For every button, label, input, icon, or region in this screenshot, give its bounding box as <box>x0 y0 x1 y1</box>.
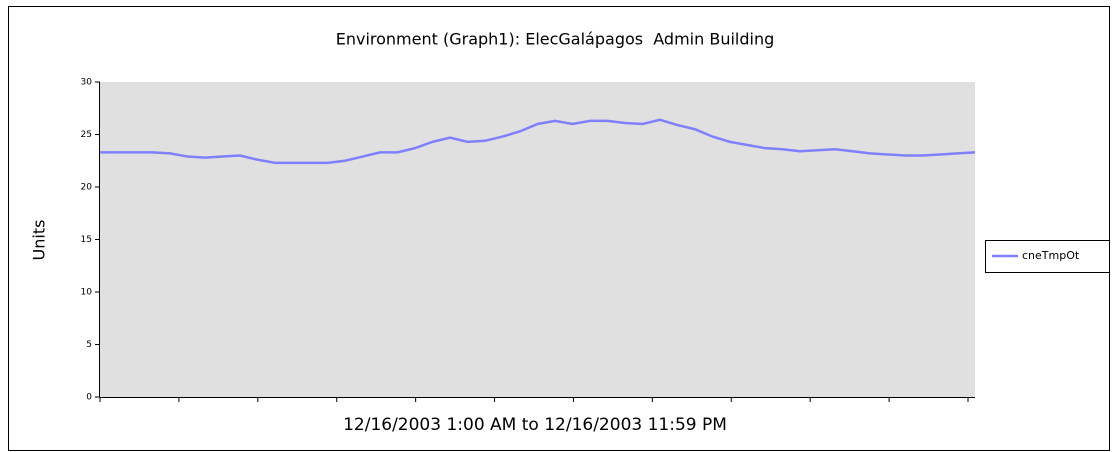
y-tick-label: 25 <box>81 130 92 140</box>
y-tick-label: 0 <box>86 393 92 403</box>
legend-label: cneTmpOt <box>1022 249 1080 262</box>
plot-area <box>100 82 975 397</box>
y-axis-label: Units <box>30 220 49 261</box>
y-tick-label: 30 <box>81 78 93 88</box>
y-tick-label: 10 <box>81 288 93 298</box>
y-tick-label: 5 <box>86 340 92 350</box>
x-axis-label: 12/16/2003 1:00 AM to 12/16/2003 11:59 P… <box>343 415 727 435</box>
data-line <box>100 118 976 165</box>
chart-title: Environment (Graph1): ElecGalápagos Admi… <box>336 30 775 49</box>
y-tick-label: 20 <box>81 183 93 193</box>
y-tick-label: 15 <box>81 235 92 245</box>
